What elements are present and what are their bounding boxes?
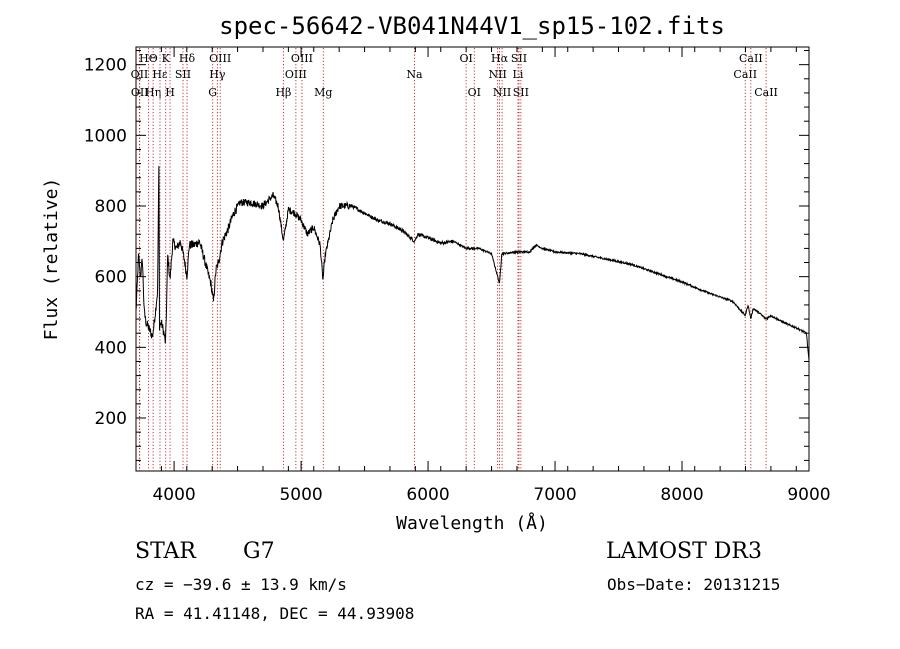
x-tick-label: 9000 (787, 485, 830, 505)
marker-label-15: Mg (314, 86, 332, 99)
survey-name: LAMOST DR3 (606, 539, 762, 564)
spectrum-line (135, 166, 810, 362)
marker-label-4: Hε (152, 68, 168, 81)
marker-label-7: SII (175, 68, 191, 81)
x-tick-label: 5000 (279, 485, 322, 505)
redshift-text: cz = −39.6 ± 13.9 km/s (135, 575, 347, 594)
chart-title: spec-56642-VB041N44V1_sp15-102.fits (219, 12, 725, 40)
marker-label-24: SII (513, 86, 529, 99)
spectrum-layer (135, 166, 810, 362)
marker-label-13: OIII (285, 68, 307, 81)
coordinates: RA = 41.41148, DEC = 44.93908 (135, 604, 415, 623)
object-subclass: G7 (243, 539, 275, 564)
marker-label-16: Na (406, 68, 423, 81)
marker-label-20: NII (488, 68, 506, 81)
obs-date: Obs−Date: 20131215 (607, 575, 781, 594)
marker-label-18: OI (468, 86, 481, 99)
marker-label-9: OIII (209, 52, 231, 65)
marker-label-5: K (162, 52, 171, 65)
y-tick-label: 800 (95, 197, 127, 217)
x-tick-label: 4000 (152, 485, 195, 505)
marker-label-23: Li (513, 68, 524, 81)
marker-label-22: SII (511, 52, 527, 65)
marker-label-10: Hγ (209, 68, 226, 81)
marker-label-21: NII (493, 86, 511, 99)
marker-label-25: CaII (733, 68, 757, 81)
x-tick-label: 6000 (406, 485, 449, 505)
marker-label-17: OI (459, 52, 472, 65)
x-tick-label: 7000 (533, 485, 576, 505)
marker-label-12: Hβ (275, 86, 291, 99)
marker-label-3: Hη (145, 86, 161, 99)
y-tick-label: 400 (95, 338, 127, 358)
marker-label-19: Hα (491, 52, 509, 65)
marker-label-6: H (165, 86, 175, 99)
x-axis-label: Wavelength (Å) (396, 512, 548, 534)
marker-label-11: G (208, 86, 217, 99)
marker-label-8: Hδ (179, 52, 196, 65)
y-tick-label: 600 (95, 268, 127, 288)
y-axis-label: Flux (relative) (41, 178, 62, 341)
y-tick-label: 1000 (84, 126, 127, 146)
marker-label-26: CaII (739, 52, 763, 65)
y-tick-label: 1200 (84, 56, 127, 76)
x-tick-label: 8000 (660, 485, 703, 505)
marker-label-0: HΘ (139, 52, 158, 65)
plot-frame (135, 46, 810, 472)
object-class: STAR (135, 539, 196, 564)
y-tick-label: 200 (95, 409, 127, 429)
tick-layer: 4000 5000 6000 7000 8000 9000 200 400 600 800 1000… (84, 47, 831, 505)
marker-label-14: OIII (291, 52, 313, 65)
marker-label-27: CaII (754, 86, 778, 99)
